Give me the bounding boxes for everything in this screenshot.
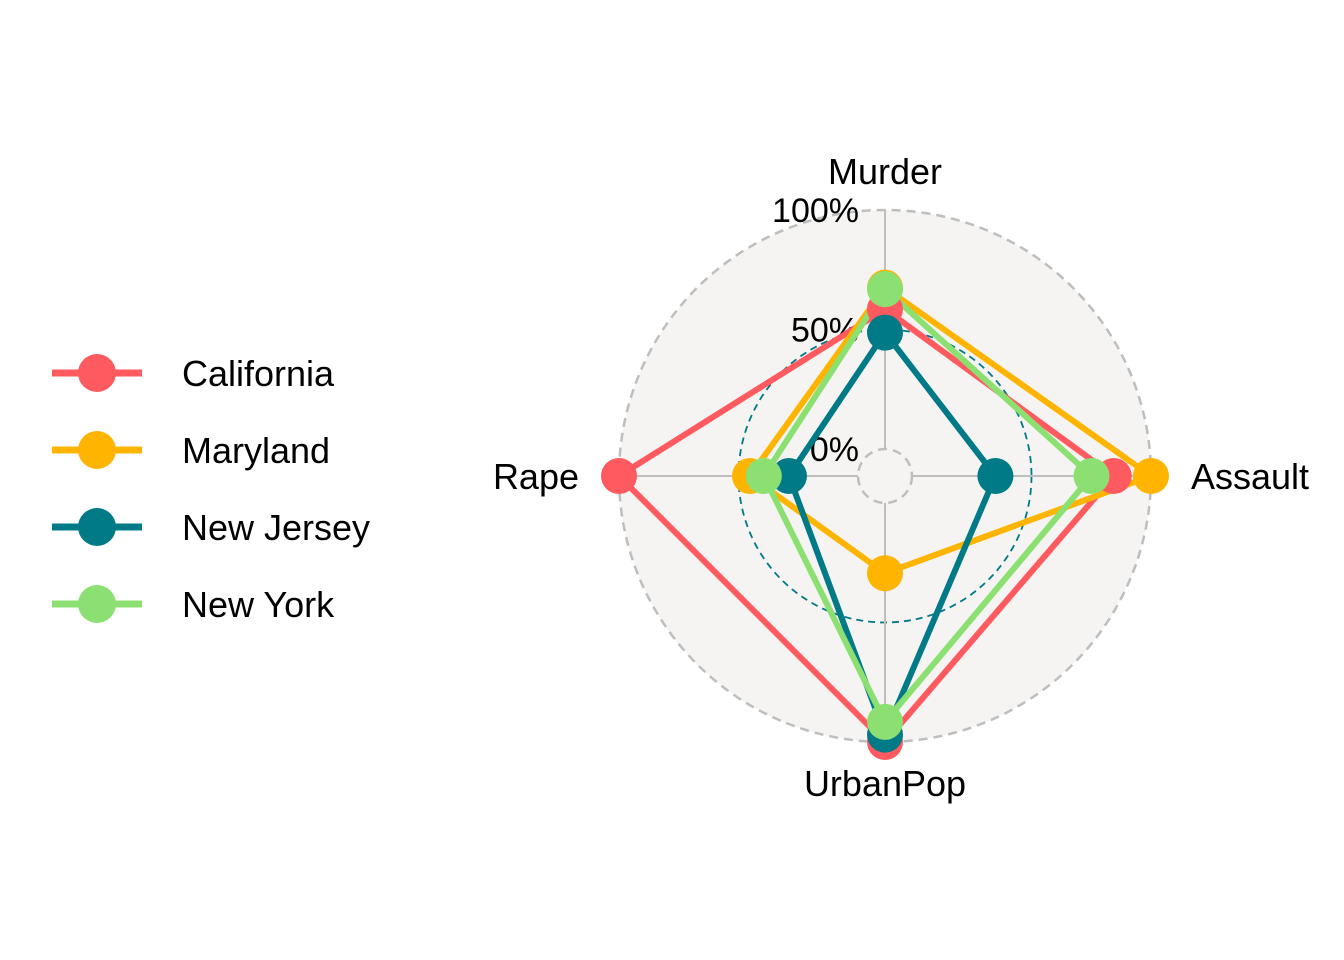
grid-label-100: 100% bbox=[772, 192, 859, 230]
legend-marker-california bbox=[78, 354, 116, 392]
legend-marker-maryland bbox=[78, 431, 116, 469]
point-new-jersey-rape bbox=[770, 458, 807, 494]
point-new-york-rape bbox=[745, 458, 782, 494]
axis-labels: Murder Assault UrbanPop Rape bbox=[493, 151, 1309, 804]
legend-label-new-york: New York bbox=[182, 584, 335, 625]
point-new-york-urbanpop bbox=[867, 703, 903, 740]
legend-item-california: California bbox=[52, 353, 335, 394]
legend-marker-new-jersey bbox=[78, 508, 116, 546]
axis-label-rape: Rape bbox=[493, 456, 579, 497]
legend-item-new-jersey: New Jersey bbox=[52, 507, 370, 548]
axis-label-assault: Assault bbox=[1191, 456, 1309, 497]
point-california-rape bbox=[601, 458, 637, 494]
legend-label-new-jersey: New Jersey bbox=[182, 507, 370, 548]
point-maryland-assault bbox=[1133, 458, 1169, 494]
point-new-jersey-assault bbox=[977, 458, 1014, 494]
series-layer bbox=[601, 269, 1169, 760]
point-new-york-murder bbox=[867, 271, 903, 308]
legend-item-maryland: Maryland bbox=[52, 430, 330, 471]
point-new-york-assault bbox=[1073, 458, 1110, 494]
axis-label-murder: Murder bbox=[828, 151, 942, 192]
axis-label-urbanpop: UrbanPop bbox=[804, 763, 966, 804]
point-maryland-urbanpop bbox=[867, 555, 903, 592]
legend-item-new-york: New York bbox=[52, 584, 335, 625]
point-new-jersey-murder bbox=[867, 314, 903, 351]
legend-marker-new-york bbox=[78, 585, 116, 623]
legend-label-maryland: Maryland bbox=[182, 430, 330, 471]
legend-label-california: California bbox=[182, 353, 335, 394]
legend: California Maryland New Jersey New York bbox=[52, 353, 370, 625]
